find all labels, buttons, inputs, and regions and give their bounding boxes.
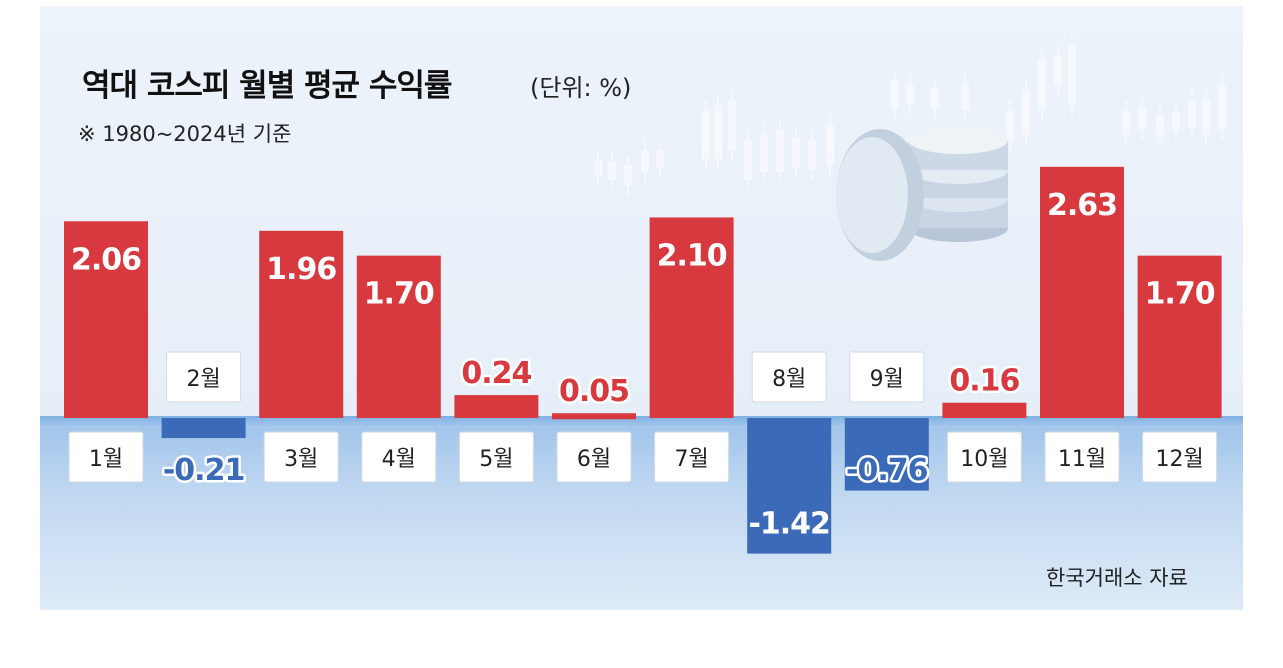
candle-body — [792, 138, 800, 168]
candle-body — [594, 160, 602, 176]
candle-body — [1068, 45, 1076, 105]
month-box-4 — [361, 431, 437, 483]
candle-body — [744, 140, 752, 180]
candle-body — [641, 150, 649, 172]
candle-body — [702, 110, 710, 160]
month-box-12 — [1142, 431, 1218, 483]
value-label-4: 1.70 — [364, 277, 434, 312]
candle-body — [808, 140, 816, 170]
candle-body — [1188, 100, 1196, 128]
candle-body — [1138, 108, 1146, 130]
candlestick-decoration — [594, 35, 1226, 195]
candle-body — [906, 85, 914, 105]
candle-body — [1172, 112, 1180, 130]
candle-body — [1156, 115, 1164, 135]
month-label: 5월 — [479, 447, 513, 472]
bar-8 — [747, 418, 832, 554]
month-label: 9월 — [870, 367, 904, 392]
candle-body — [728, 100, 736, 150]
month-label: 11월 — [1058, 447, 1106, 472]
value-label-11: 2.63 — [1047, 188, 1117, 223]
month-box-2 — [166, 351, 242, 403]
month-label: 3월 — [284, 447, 318, 472]
bar-7 — [649, 217, 734, 418]
month-label: 4월 — [382, 447, 416, 472]
month-label: 10월 — [960, 447, 1008, 472]
coin-stack-icon — [836, 126, 1008, 261]
bar-12 — [1137, 255, 1222, 418]
candle-body — [826, 125, 834, 165]
bar-5 — [454, 395, 539, 418]
bar-1 — [64, 221, 148, 418]
chart-subtitle: ※ 1980~2024년 기준 — [78, 122, 292, 146]
month-box-6 — [556, 431, 632, 483]
candle-body — [760, 135, 768, 172]
value-label-5: 0.24 — [461, 356, 531, 391]
value-label-8: -1.42 — [748, 507, 829, 542]
bar-11 — [1040, 166, 1124, 418]
value-label-10: 0.16 — [949, 364, 1019, 399]
value-label-7: 2.10 — [657, 238, 727, 273]
candle-body — [1006, 110, 1014, 140]
bar-3 — [259, 230, 344, 418]
bar-6 — [552, 413, 636, 420]
chart-title: 역대 코스피 월별 평균 수익률 — [82, 68, 452, 104]
negative-zone-background — [40, 418, 1243, 610]
month-box-5 — [458, 431, 534, 483]
month-box-10 — [946, 431, 1022, 483]
candle-body — [656, 150, 664, 168]
candle-body — [624, 165, 632, 185]
value-label-9: -0.76 — [846, 453, 928, 488]
candle-body — [931, 88, 939, 108]
value-label-12: 1.70 — [1145, 277, 1215, 312]
zero-baseline-band — [40, 416, 1243, 428]
candle-body — [1122, 110, 1130, 135]
month-box-7 — [654, 431, 730, 483]
candle-body — [1218, 85, 1226, 130]
month-label: 6월 — [577, 447, 611, 472]
unit-label: (단위: %) — [530, 74, 632, 102]
candle-body — [1054, 55, 1062, 85]
value-label-2: -0.21 — [163, 453, 244, 488]
month-box-9 — [849, 351, 925, 403]
value-label-6: 0.05 — [559, 374, 629, 409]
month-label: 2월 — [186, 367, 220, 392]
bar-2 — [161, 418, 246, 439]
candle-body — [1202, 100, 1210, 135]
candle-body — [714, 105, 722, 160]
candle-body — [1022, 90, 1030, 135]
candle-body — [961, 85, 969, 110]
value-label-3: 1.96 — [266, 252, 336, 287]
month-box-8 — [751, 351, 827, 403]
candle-body — [608, 162, 616, 180]
month-label: 7월 — [674, 447, 708, 472]
bars-group: 2.06 1월 -0.21 2월 1.96 3월 1.70 4월 0.24 5월 0.05 6월 2.1… — [64, 166, 1222, 554]
month-box-11 — [1044, 431, 1120, 483]
source-label: 한국거래소 자료 — [1046, 566, 1188, 590]
month-label: 8월 — [772, 367, 806, 392]
month-box-3 — [263, 431, 339, 483]
value-label-1: 2.06 — [71, 242, 141, 277]
bar-4 — [356, 255, 441, 418]
month-box-1 — [68, 431, 144, 483]
month-label: 12월 — [1155, 447, 1203, 472]
candle-body — [891, 80, 899, 110]
candle-body — [1038, 60, 1046, 110]
bar-9 — [844, 418, 929, 491]
bar-10 — [942, 402, 1027, 418]
month-label: 1월 — [89, 447, 123, 472]
candle-body — [776, 130, 784, 172]
